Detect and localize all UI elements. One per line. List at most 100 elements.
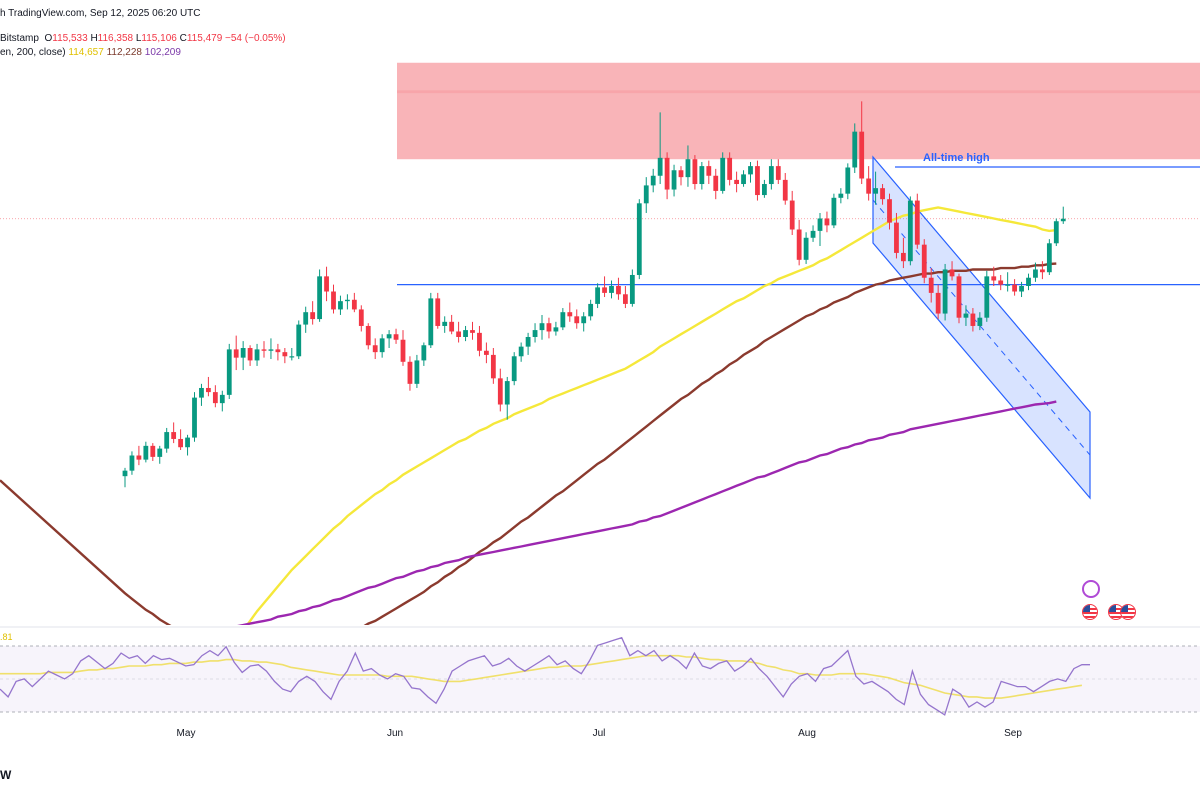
ma-100-line [0,262,1057,625]
candle-up [762,184,767,196]
candle-down [970,313,976,326]
x-tick-aug: Aug [798,728,816,739]
candle-down [859,131,865,179]
candle-up [428,298,434,346]
candle-up [539,323,545,331]
candle-up [122,470,128,477]
candle-down [456,331,461,337]
candle-up [317,276,322,320]
candle-down [727,157,733,180]
events-icon[interactable] [1082,580,1100,598]
candle-up [240,348,246,358]
candle-up [511,356,517,382]
us-flag-event-icon[interactable] [1082,604,1098,620]
candle-down [171,432,177,439]
us-flag-event-icon-3[interactable] [1120,604,1136,620]
ma-200-line [237,400,1057,625]
candle-down [949,269,955,277]
candle-down [567,312,573,317]
candle-down [136,455,142,460]
candle-down [372,345,378,353]
ma-slow-value: 102,209 [144,47,181,58]
candle-down [921,244,927,278]
candle-up [845,167,851,194]
x-tick-jun: Jun [386,728,404,739]
candle-down [880,188,885,200]
candle-down [866,178,872,194]
candle-down [233,349,239,358]
candle-down [623,294,628,304]
tradingview-watermark: W [0,768,12,782]
candle-up [984,276,990,318]
candle-up [650,175,656,186]
candle-down [212,392,218,404]
candle-down [407,361,413,384]
candle-down [775,166,781,180]
candle-up [609,286,614,293]
candle-up [595,287,600,304]
candle-down [998,280,1004,285]
candle-up [532,330,538,337]
candle-down [484,350,489,355]
candle-down [991,276,997,281]
rsi-line [0,636,1090,716]
candle-up [1046,243,1052,273]
candle-up [379,338,385,353]
candle-down [678,170,684,178]
candle-up [1019,286,1024,292]
candle-up [720,157,726,191]
candle-down [914,200,920,245]
x-tick-sep: Sep [1004,728,1022,739]
candle-up [1005,284,1011,286]
ohlc-legend: Bitstamp O115,533 H116,358 L115,106 C115… [0,33,286,44]
resistance-zone-2 [397,62,1200,94]
candle-up [345,299,350,302]
candle-up [338,301,343,310]
candle-down [497,378,503,405]
change-value: −54 (−0.05%) [225,33,286,44]
candle-down [490,354,496,379]
candle-down [393,334,399,340]
candle-up [414,360,420,384]
candle-up [873,188,878,194]
candle-down [206,387,211,393]
candle-up [185,437,190,448]
candle-down [894,222,899,253]
candle-up [817,218,823,231]
candle-down [692,159,698,185]
candle-down [602,287,607,293]
candle-down [178,438,183,448]
candle-down [706,166,712,176]
symbol-name: Bitstamp [0,33,39,44]
candle-down [324,276,329,292]
candle-up [386,334,392,339]
candle-down [796,229,802,260]
candle-up [1033,269,1038,278]
candle-down [928,277,934,293]
candle-up [685,159,691,178]
candle-down [755,166,760,196]
candle-down [150,445,156,457]
candle-up [838,193,844,198]
candle-down [1040,269,1045,273]
candle-up [768,166,774,185]
x-tick-may: May [176,728,196,739]
candle-up [157,448,163,457]
candle-up [629,274,635,304]
x-tick-jul: Jul [592,728,606,739]
ma-mid-value: 112,228 [106,47,142,58]
candle-up [907,200,913,262]
candle-up [852,131,858,168]
open-label: O [44,33,53,44]
candle-up [289,356,295,358]
candle-up [636,203,642,275]
ma-fast-value: 114,657 [68,47,104,58]
chart-source-line: h TradingView.com, Sep 12, 2025 06:20 UT… [0,8,201,19]
candle-up [671,170,677,190]
resistance-zone-1 [397,90,1200,160]
candle-up [129,455,135,471]
low-value: 115,106 [141,33,177,44]
candle-up [803,237,809,260]
candle-down [935,292,941,314]
